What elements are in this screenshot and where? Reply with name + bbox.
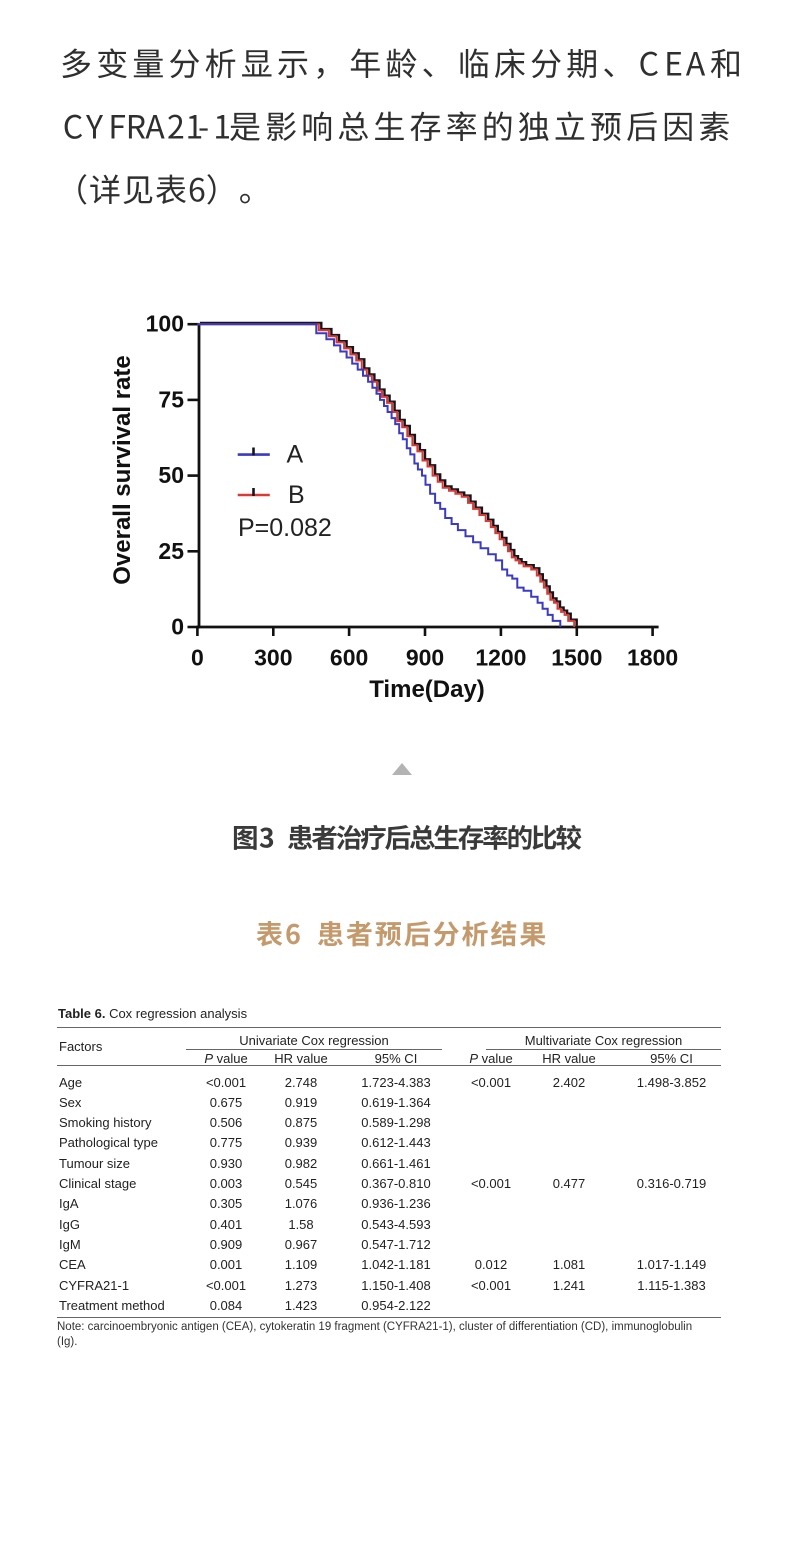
svg-text:25: 25 [158,538,184,564]
svg-text:900: 900 [406,645,444,671]
svg-text:1500: 1500 [551,645,602,671]
svg-text:50: 50 [158,462,184,488]
svg-text:B: B [288,481,305,509]
svg-text:1800: 1800 [627,645,678,671]
svg-text:75: 75 [158,386,184,412]
svg-text:P=0.082: P=0.082 [238,514,332,542]
svg-text:A: A [287,441,304,469]
svg-text:Overall survival rate: Overall survival rate [109,355,136,584]
svg-text:300: 300 [254,645,292,671]
svg-text:0: 0 [191,645,204,671]
svg-text:600: 600 [330,645,368,671]
svg-text:Time(Day): Time(Day) [369,676,485,703]
svg-text:1200: 1200 [475,645,526,671]
svg-text:0: 0 [171,614,184,640]
svg-text:100: 100 [146,311,184,337]
